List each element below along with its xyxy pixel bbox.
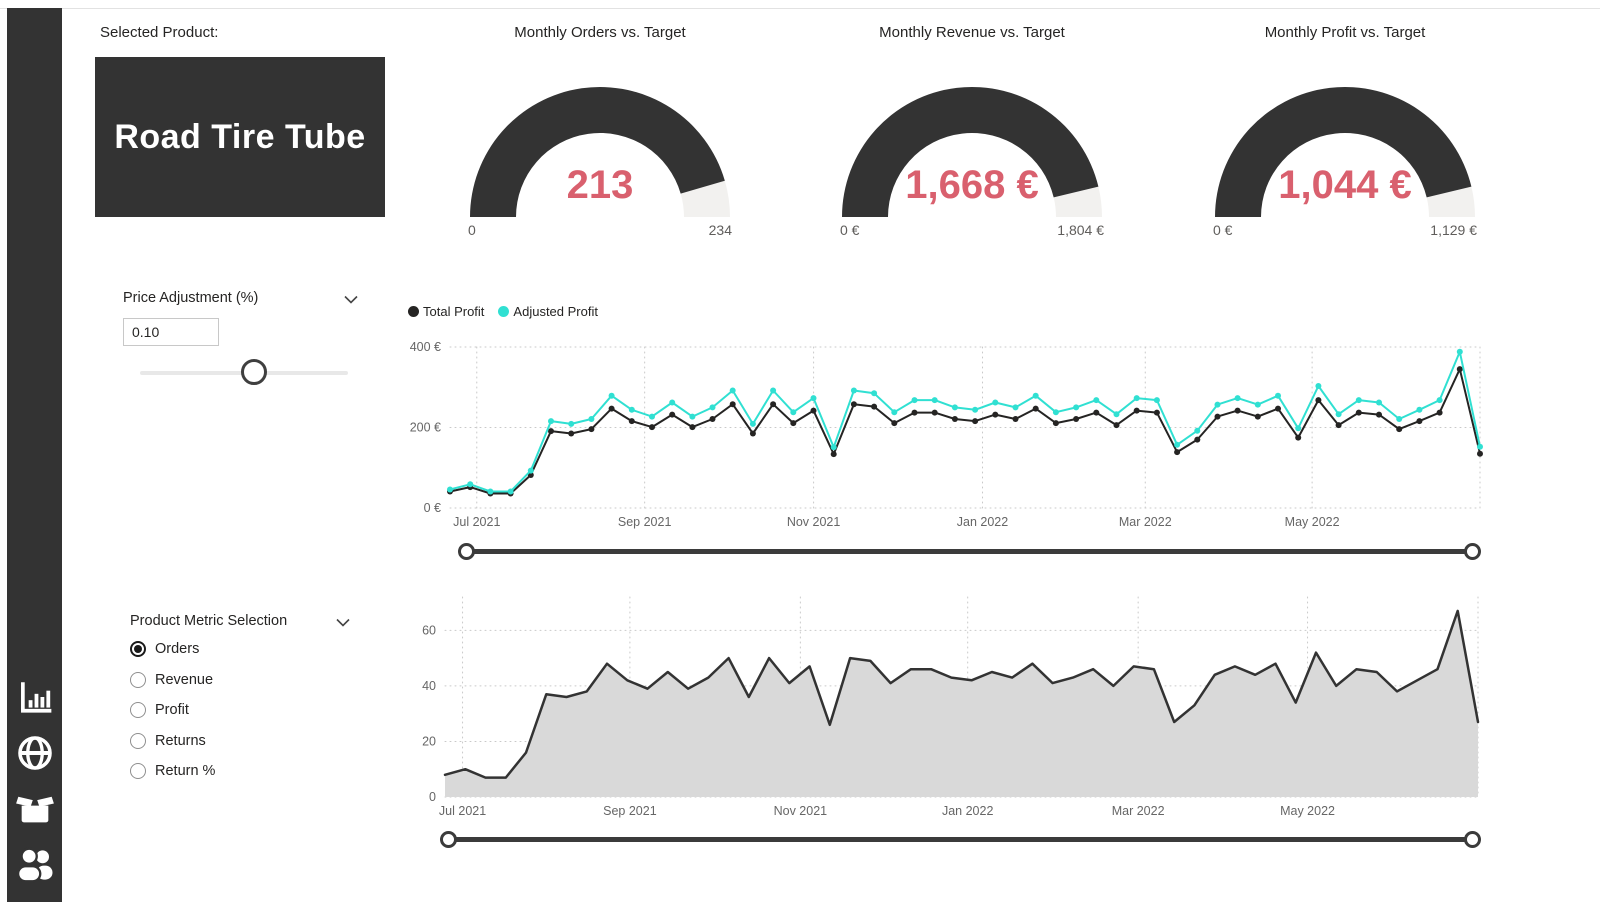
gauge-revenue-min: 0 € <box>840 222 860 238</box>
svg-text:Mar 2022: Mar 2022 <box>1112 804 1165 818</box>
svg-text:May 2022: May 2022 <box>1285 515 1340 529</box>
gauge-orders-title: Monthly Orders vs. Target <box>514 24 686 41</box>
gauge-revenue: Monthly Revenue vs. Target 1,668 € 0 € 1… <box>832 24 1112 254</box>
gauge-profit: Monthly Profit vs. Target 1,044 € 0 € 1,… <box>1205 24 1485 254</box>
gauge-orders-arc[interactable] <box>460 79 740 224</box>
svg-text:Jan 2022: Jan 2022 <box>957 515 1008 529</box>
profit-line-chart[interactable]: Jul 2021 Sep 2021 Nov 2021 Jan 2022 Mar 2022… <box>398 330 1510 538</box>
legend-total-profit-label: Total Profit <box>423 304 485 319</box>
price-adjustment-input[interactable] <box>123 318 219 346</box>
gauge-orders: Monthly Orders vs. Target 213 0 234 <box>460 24 740 254</box>
gauge-profit-min: 0 € <box>1213 222 1233 238</box>
radio-profit[interactable]: Profit <box>130 702 189 718</box>
gauge-revenue-value: 1,668 € <box>905 163 1039 207</box>
radio-icon <box>130 733 146 749</box>
range-end-handle[interactable] <box>1463 543 1481 560</box>
gauge-profit-value: 1,044 € <box>1278 163 1412 207</box>
svg-text:Jul 2021: Jul 2021 <box>453 515 500 529</box>
svg-text:Jan 2022: Jan 2022 <box>942 804 993 818</box>
gauge-orders-min: 0 <box>468 222 476 238</box>
legend-total-profit[interactable]: Total Profit <box>408 304 484 319</box>
adjusted-profit-dot-icon <box>498 306 510 317</box>
chevron-down-icon[interactable] <box>336 614 350 632</box>
svg-text:20: 20 <box>422 734 436 748</box>
svg-text:400 €: 400 € <box>410 340 441 354</box>
range-track[interactable] <box>466 549 1472 554</box>
svg-text:60: 60 <box>422 623 436 637</box>
chevron-down-icon[interactable] <box>344 291 358 309</box>
range-start-handle[interactable] <box>439 831 457 848</box>
svg-text:May 2022: May 2022 <box>1280 804 1335 818</box>
gauge-profit-max: 1,129 € <box>1430 222 1477 238</box>
orders-area-chart[interactable]: Jul 2021 Sep 2021 Nov 2021 Jan 2022 Mar 2022… <box>398 590 1510 825</box>
profit-chart-range-slider[interactable] <box>457 542 1481 561</box>
gauge-revenue-arc[interactable] <box>832 79 1112 224</box>
selected-product-label: Selected Product: <box>100 24 219 41</box>
legend-adjusted-profit-label: Adjusted Profit <box>513 304 598 319</box>
radio-revenue[interactable]: Revenue <box>130 672 213 688</box>
svg-text:Mar 2022: Mar 2022 <box>1119 515 1172 529</box>
radio-returns[interactable]: Returns <box>130 733 206 749</box>
svg-text:Sep 2021: Sep 2021 <box>618 515 672 529</box>
top-divider <box>0 8 1600 9</box>
open-box-icon[interactable] <box>12 786 58 832</box>
radio-icon <box>130 763 146 779</box>
gauge-revenue-title: Monthly Revenue vs. Target <box>879 24 1065 41</box>
price-adjustment-slider-handle[interactable] <box>241 359 268 385</box>
radio-orders[interactable]: Orders <box>130 641 199 657</box>
price-adjustment-label: Price Adjustment (%) <box>123 290 259 306</box>
svg-text:0 €: 0 € <box>424 501 441 515</box>
svg-text:Nov 2021: Nov 2021 <box>787 515 841 529</box>
radio-icon <box>130 702 146 718</box>
selected-product-card: Road Tire Tube <box>95 57 385 217</box>
orders-chart-range-slider[interactable] <box>439 830 1481 849</box>
product-name: Road Tire Tube <box>114 117 366 156</box>
metric-selection-label: Product Metric Selection <box>130 613 288 629</box>
profit-chart-legend: Total Profit Adjusted Profit <box>408 304 598 319</box>
svg-text:Jul 2021: Jul 2021 <box>439 804 486 818</box>
globe-icon[interactable] <box>12 730 58 776</box>
svg-text:Sep 2021: Sep 2021 <box>603 804 657 818</box>
svg-text:200 €: 200 € <box>410 421 441 435</box>
gauge-revenue-max: 1,804 € <box>1057 222 1104 238</box>
radio-icon <box>130 641 146 657</box>
range-start-handle[interactable] <box>457 543 475 560</box>
sidebar <box>7 8 62 902</box>
bar-chart-icon[interactable] <box>12 674 58 720</box>
svg-text:Nov 2021: Nov 2021 <box>774 804 828 818</box>
range-track[interactable] <box>448 837 1472 842</box>
legend-adjusted-profit[interactable]: Adjusted Profit <box>498 304 598 319</box>
radio-icon <box>130 672 146 688</box>
gauge-orders-value: 213 <box>566 163 634 207</box>
gauge-orders-max: 234 <box>708 222 732 238</box>
total-profit-dot-icon <box>408 306 419 317</box>
svg-text:40: 40 <box>422 679 436 693</box>
range-end-handle[interactable] <box>1463 831 1481 848</box>
people-icon[interactable] <box>12 842 58 888</box>
gauge-profit-arc[interactable] <box>1205 79 1485 224</box>
svg-text:0: 0 <box>429 790 436 804</box>
gauge-profit-title: Monthly Profit vs. Target <box>1264 24 1426 41</box>
radio-return-pct[interactable]: Return % <box>130 763 215 779</box>
